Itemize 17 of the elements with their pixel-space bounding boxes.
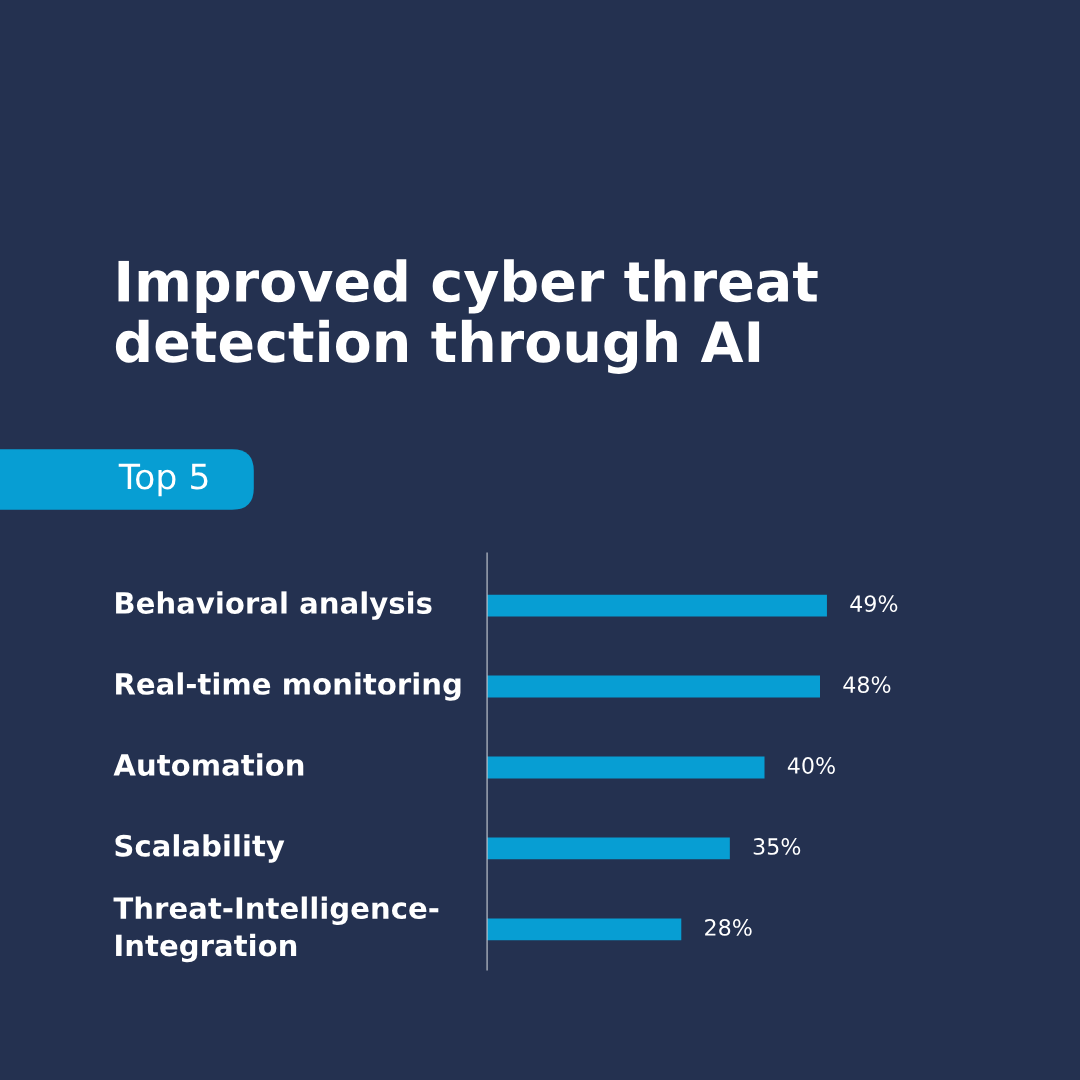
y-tick-label: Threat-Intelligence- Integration [113,896,439,963]
data-label: 48% [843,676,891,693]
bar [487,756,765,779]
bar [487,675,820,698]
data-label: 49% [850,595,898,613]
y-tick-label: Automation [113,753,304,776]
data-label: 28% [705,919,752,936]
text: Top 5 [118,463,208,497]
bar [487,837,730,860]
bar [487,918,682,941]
chart-title: Improved cyber threat detection through AI [115,259,818,374]
y-tick-label: Real-time monitoring [116,672,461,701]
data-label: 40% [787,757,835,774]
data-label: 35% [753,838,801,855]
bar [487,594,827,617]
y-tick-label: Scalability [115,834,285,863]
y-tick-label: Behavioral analysis [116,591,432,620]
